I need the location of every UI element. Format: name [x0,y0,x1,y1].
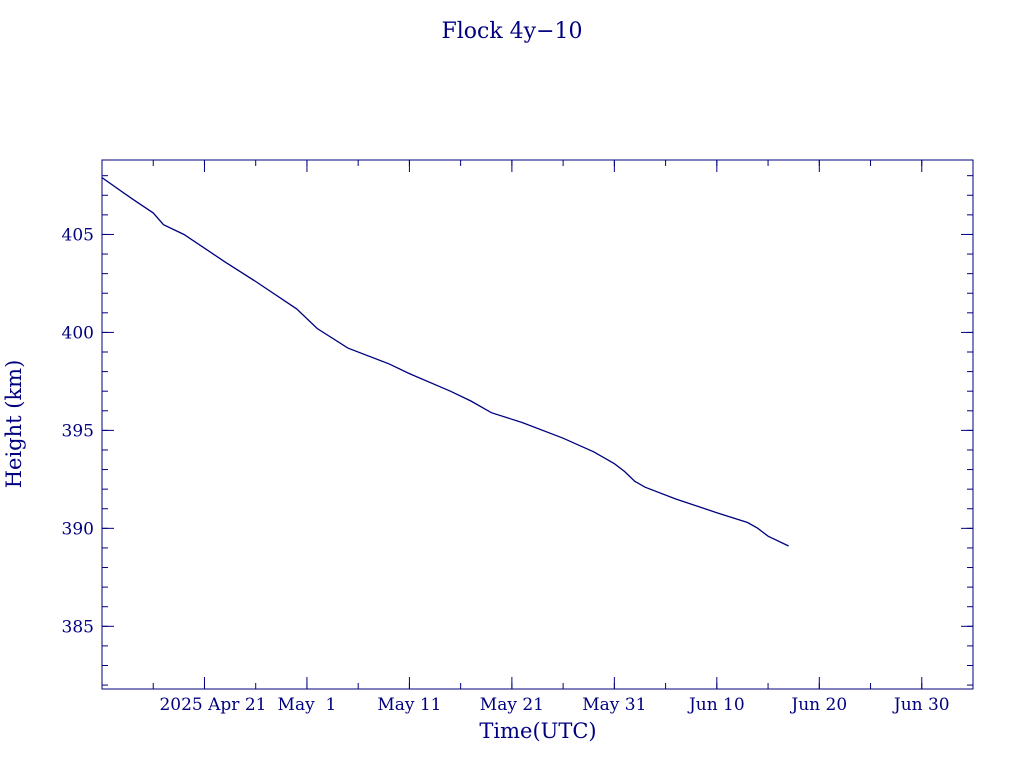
y-axis-ticks [102,175,973,686]
y-axis-label: Height (km) [2,360,26,489]
y-tick-labels: 385 390 395 400 405 [62,225,94,637]
x-tick-label: May 11 [377,695,441,715]
x-tick-labels: 2025 Apr 21 May 1 May 11 May 21 May 31 Jun 10… [159,695,949,715]
x-tick-label: May 31 [582,695,646,715]
height-series-line [101,177,789,547]
x-tick-label: May 1 [278,695,337,715]
x-tick-label: 2025 Apr 21 [159,695,266,715]
y-tick-label: 405 [62,225,94,245]
x-tick-label: Jun 20 [789,695,847,715]
y-tick-label: 390 [62,519,94,539]
chart-title: Flock 4y−10 [441,19,582,44]
y-tick-label: 385 [62,617,94,637]
x-tick-label: Jun 10 [687,695,745,715]
x-tick-label: Jun 30 [892,695,950,715]
plot-frame [101,159,974,690]
y-tick-label: 400 [62,323,94,343]
x-tick-label: May 21 [480,695,544,715]
x-axis-ticks [152,160,974,689]
x-axis-label: Time(UTC) [479,719,596,743]
y-tick-label: 395 [62,421,94,441]
